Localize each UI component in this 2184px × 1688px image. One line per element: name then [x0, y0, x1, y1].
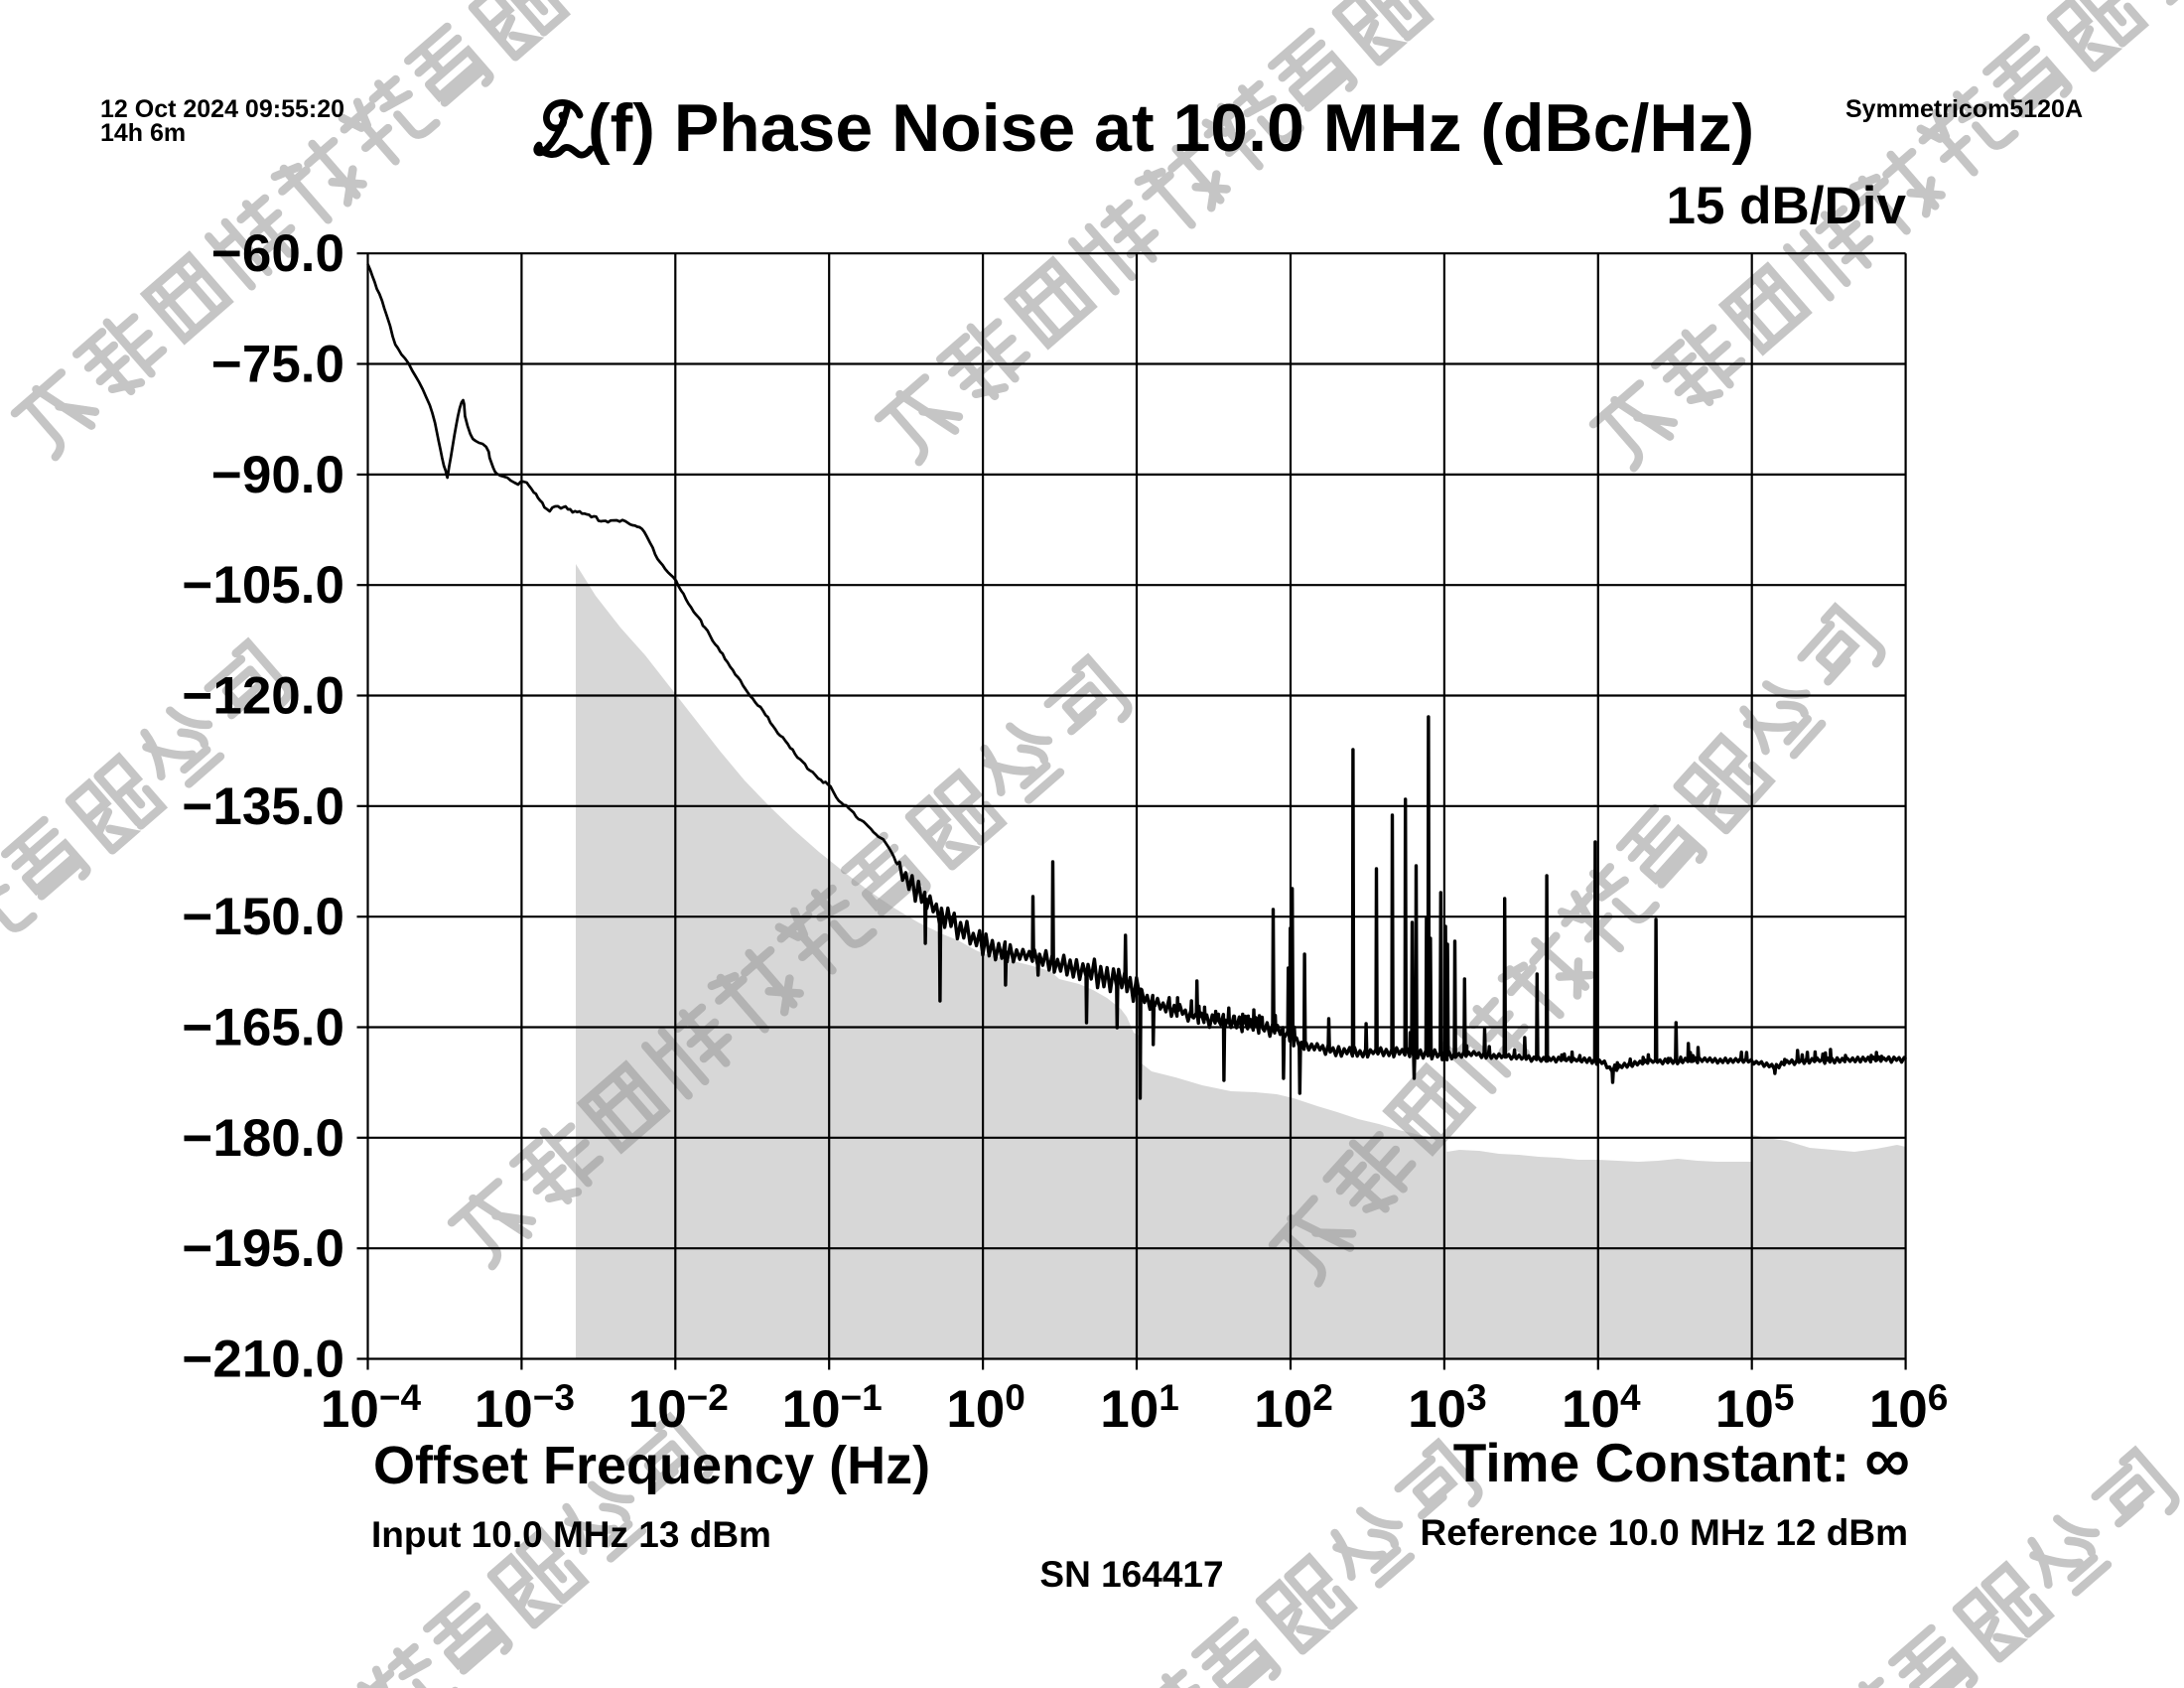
svg-text:−195.0: −195.0	[182, 1219, 344, 1278]
svg-text:SN 164417: SN 164417	[1039, 1554, 1223, 1595]
svg-text:−60.0: −60.0	[211, 224, 344, 283]
svg-text:(f) Phase Noise at 10.0 MHz (d: (f) Phase Noise at 10.0 MHz (dBc/Hz)	[588, 90, 1754, 166]
svg-text:−165.0: −165.0	[182, 999, 344, 1057]
svg-text:Offset Frequency (Hz): Offset Frequency (Hz)	[373, 1436, 930, 1495]
svg-text:−90.0: −90.0	[211, 446, 344, 504]
svg-text:−210.0: −210.0	[182, 1331, 344, 1389]
svg-text:−180.0: −180.0	[182, 1109, 344, 1168]
svg-text:−120.0: −120.0	[182, 667, 344, 726]
svg-text:−75.0: −75.0	[211, 336, 344, 394]
svg-text:Time Constant: ∞: Time Constant: ∞	[1453, 1424, 1910, 1495]
svg-text:15 dB/Div: 15 dB/Div	[1666, 177, 1906, 235]
svg-text:Symmetricom5120A: Symmetricom5120A	[1845, 95, 2083, 123]
svg-text:Input 10.0 MHz 13 dBm: Input 10.0 MHz 13 dBm	[371, 1514, 771, 1555]
svg-text:14h 6m: 14h 6m	[100, 119, 186, 147]
svg-text:−135.0: −135.0	[182, 777, 344, 836]
svg-text:12 Oct 2024 09:55:20: 12 Oct 2024 09:55:20	[100, 95, 344, 123]
svg-text:Reference 10.0 MHz 12 dBm: Reference 10.0 MHz 12 dBm	[1421, 1512, 1908, 1553]
svg-text:−150.0: −150.0	[182, 888, 344, 946]
svg-text:10−1: 10−1	[782, 1377, 883, 1439]
svg-text:100: 100	[946, 1377, 1025, 1439]
svg-text:−105.0: −105.0	[182, 556, 344, 615]
